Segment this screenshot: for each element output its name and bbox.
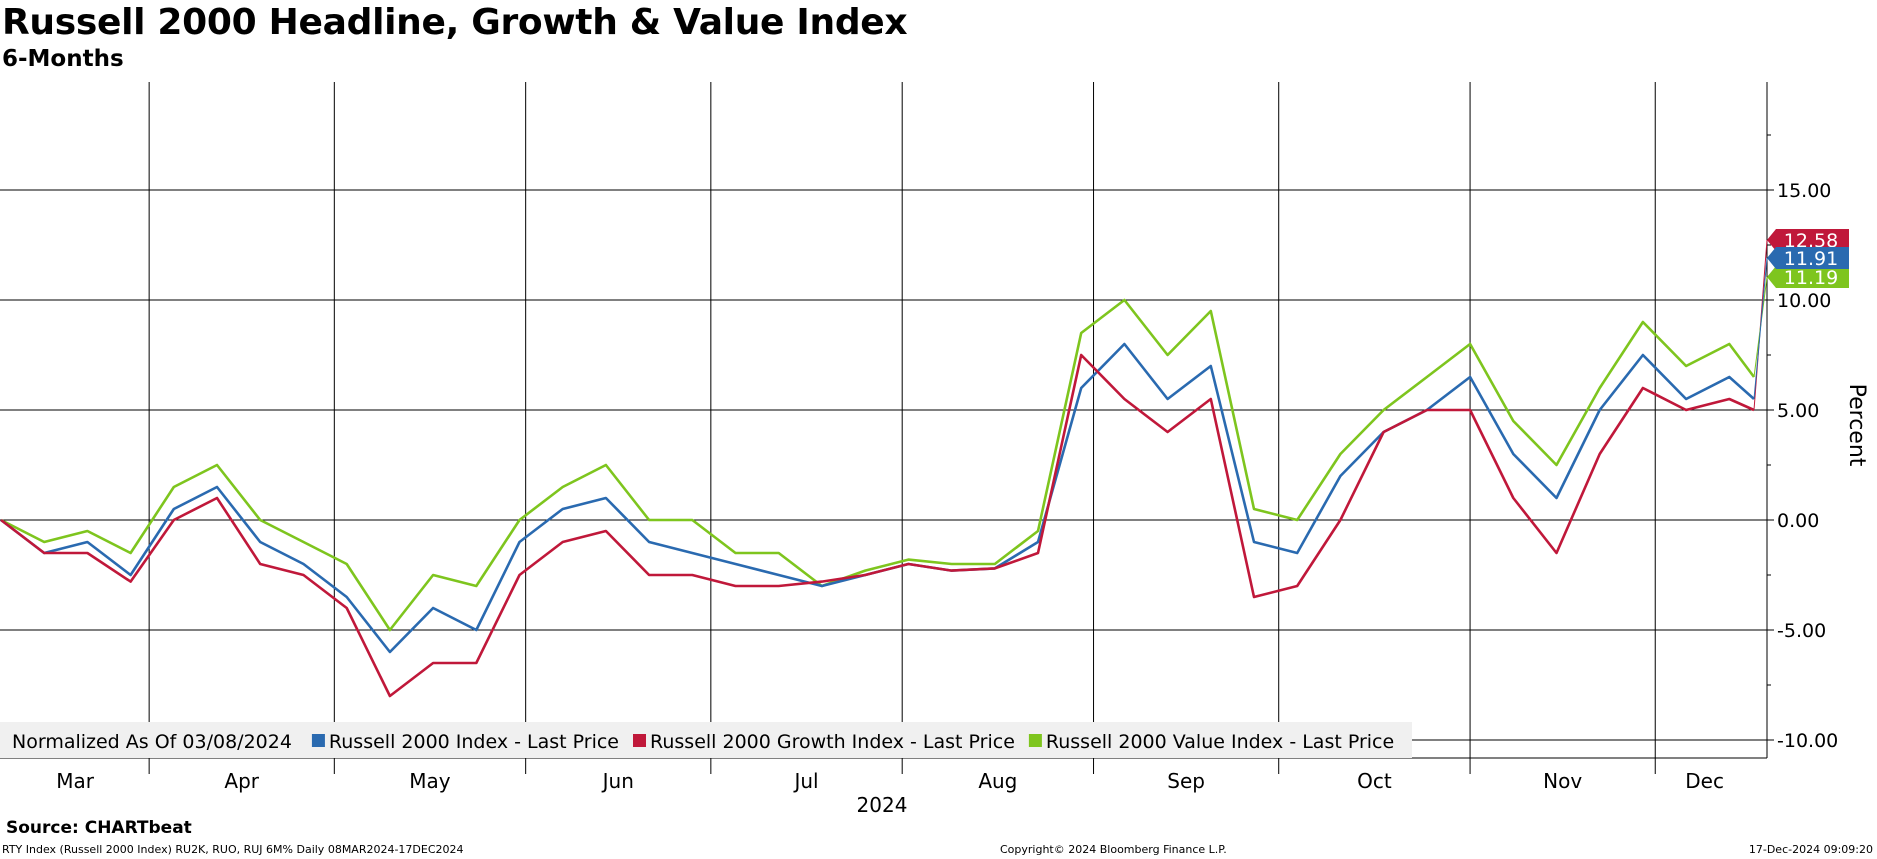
- y-tick-label: 5.00: [1777, 400, 1819, 422]
- last-value-tag: [1767, 266, 1849, 288]
- x-month-label: Nov: [1543, 769, 1582, 793]
- x-month-label: Sep: [1167, 769, 1205, 793]
- ticker-info: RTY Index (Russell 2000 Index) RU2K, RUO…: [2, 843, 464, 856]
- chart-subtitle: 6-Months: [2, 46, 124, 72]
- last-value-label: 11.91: [1784, 248, 1838, 270]
- x-month-label: Oct: [1357, 769, 1392, 793]
- legend-prefix: Normalized As Of 03/08/2024: [12, 731, 292, 753]
- x-month-label: Dec: [1685, 769, 1724, 793]
- chart-title: Russell 2000 Headline, Growth & Value In…: [2, 2, 908, 43]
- x-month-label: Aug: [978, 769, 1017, 793]
- series-line-value: [0, 298, 1756, 632]
- last-value-label: 11.19: [1784, 267, 1838, 289]
- x-month-label: Apr: [224, 769, 259, 793]
- x-month-label: May: [409, 769, 451, 793]
- x-month-label: Mar: [56, 769, 95, 793]
- last-value-tag: [1767, 247, 1849, 269]
- legend-box: [0, 722, 1412, 758]
- y-tick-label: -10.00: [1777, 730, 1838, 752]
- last-value-leader: [1753, 257, 1768, 400]
- copyright-note: Copyright© 2024 Bloomberg Finance L.P.: [1000, 843, 1227, 856]
- x-axis-title: 2024: [857, 793, 908, 817]
- x-month-label: Jun: [601, 769, 634, 793]
- series-line-headline: [0, 342, 1755, 654]
- legend-swatch-headline: [311, 734, 325, 747]
- y-tick-label: 0.00: [1777, 510, 1819, 532]
- y-tick-label: -5.00: [1777, 620, 1826, 642]
- series-line-growth: [0, 353, 1755, 698]
- legend-swatch-growth: [633, 734, 646, 747]
- last-value-label: 12.58: [1784, 230, 1838, 252]
- source-note: Source: CHARTbeat: [6, 818, 192, 838]
- y-tick-label: 15.00: [1777, 180, 1831, 202]
- y-axis-title: Percent: [1844, 384, 1869, 467]
- legend-swatch-value: [1028, 734, 1042, 747]
- legend-label-value: Russell 2000 Value Index - Last Price: [1046, 731, 1394, 753]
- x-month-label: Jul: [792, 769, 818, 793]
- legend-label-growth: Russell 2000 Growth Index - Last Price: [650, 731, 1015, 753]
- last-value-tag: [1767, 229, 1849, 251]
- y-tick-label: 10.00: [1777, 290, 1831, 312]
- legend-label-headline: Russell 2000 Index - Last Price: [329, 731, 619, 753]
- timestamp: 17-Dec-2024 09:09:20: [1748, 843, 1873, 856]
